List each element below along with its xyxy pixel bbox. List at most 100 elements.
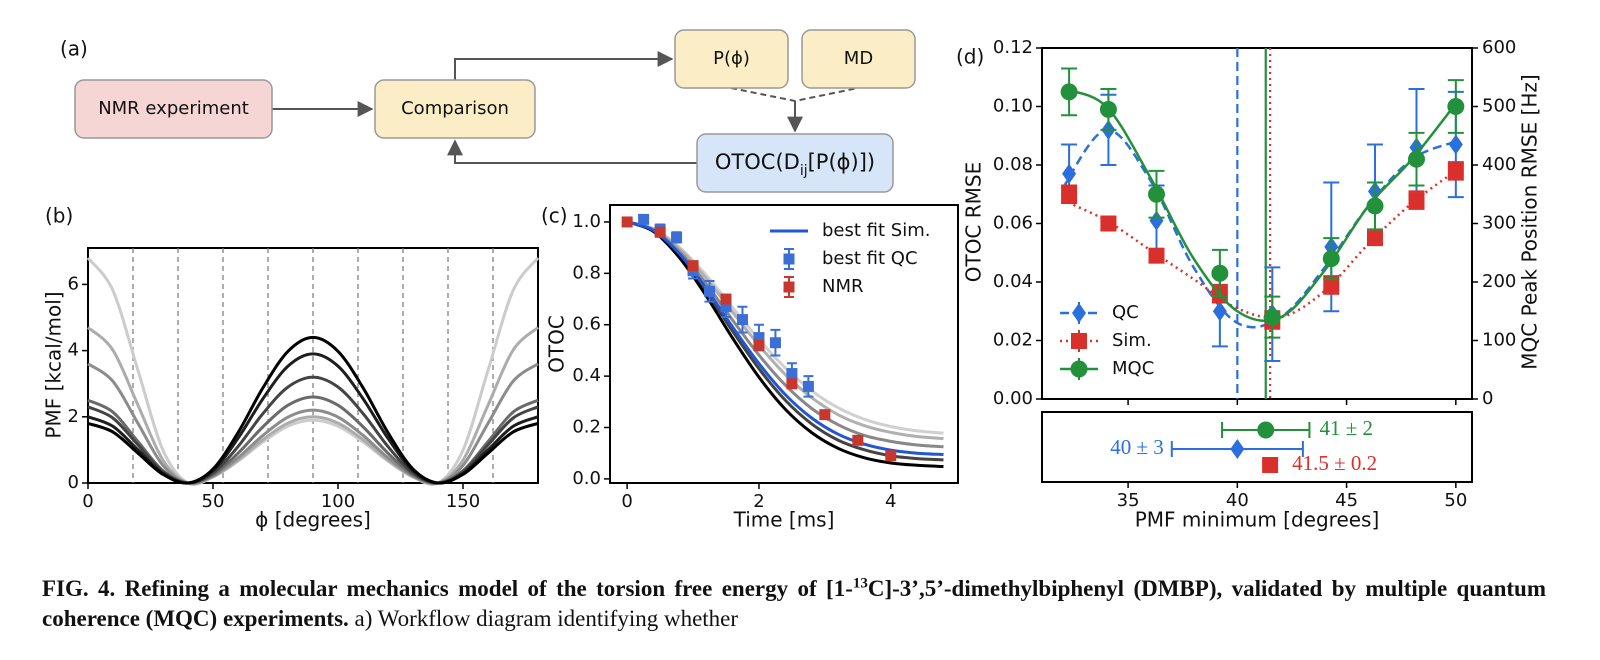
- estimate-label: 41.5 ± 0.2: [1292, 451, 1377, 475]
- x-tick-label: 4: [885, 491, 896, 512]
- y-tick-label: 0.00: [993, 388, 1033, 409]
- y-tick-label: 0.12: [993, 37, 1033, 58]
- data-point: [1099, 100, 1117, 118]
- data-point: [1060, 83, 1078, 101]
- x-tick-label: 0: [82, 491, 93, 512]
- data-point: [753, 339, 765, 351]
- data-point: [1448, 134, 1463, 155]
- node-label: OTOC(Dij[P(ϕ)]): [715, 150, 875, 179]
- node-label-part: [P(ϕ)]): [808, 150, 875, 174]
- pmf-curve: [86, 256, 540, 486]
- data-point: [786, 368, 798, 380]
- data-point: [786, 378, 798, 390]
- data-point: [1322, 250, 1340, 268]
- data-point: [638, 213, 650, 225]
- arrow: [447, 139, 697, 164]
- y-tick-label: 0.04: [993, 271, 1033, 292]
- legend-swatch: [1070, 360, 1088, 378]
- data-point: [753, 332, 765, 344]
- caption-label: FIG. 4.: [42, 576, 116, 601]
- caption-body: a) Workflow diagram identifying whether: [354, 606, 739, 631]
- plot-frame: [1041, 411, 1473, 483]
- y-tick-label: 0.0: [572, 468, 601, 489]
- data-point: [1408, 150, 1426, 168]
- data-point: [1262, 457, 1279, 473]
- x-tick-label: 45: [1335, 490, 1358, 511]
- caption-title: Refining a molecular mechanics model of …: [124, 576, 853, 601]
- diagram-arrows: [272, 51, 859, 164]
- data-point: [1100, 215, 1117, 232]
- data-point: [720, 293, 732, 305]
- y2-axis-label: MQC Peak Position RMSE [Hz]: [1518, 74, 1542, 369]
- data-point: [1149, 210, 1164, 231]
- panel-label: (d): [956, 45, 984, 69]
- otoc-curve: [626, 220, 944, 441]
- data-point: [687, 260, 699, 272]
- panel-label: (c): [541, 204, 568, 228]
- data-point: [802, 380, 814, 392]
- x-tick-label: 0: [621, 491, 632, 512]
- y-axis-label: OTOC: [545, 315, 569, 373]
- fit-curve: [1062, 169, 1457, 320]
- node-label: Comparison: [401, 98, 509, 119]
- data-point: [1323, 276, 1340, 293]
- node-label-part: OTOC(D: [715, 150, 800, 174]
- y2-tick-label: 400: [1482, 154, 1516, 175]
- data-point: [671, 231, 683, 243]
- node-box: [674, 29, 789, 89]
- data-point: [736, 314, 748, 326]
- y-axis-label: PMF [kcal/mol]: [42, 291, 66, 438]
- legend-label: MQC: [1112, 358, 1154, 379]
- y-tick-label: 0.4: [572, 365, 601, 386]
- otoc-curve: [626, 220, 944, 449]
- estimate-label: 40 ± 3: [1110, 435, 1164, 459]
- legend-label: best fit QC: [822, 248, 918, 269]
- legend-swatch: [1072, 303, 1086, 323]
- x-tick-label: 50: [1444, 490, 1467, 511]
- y-tick-label: 6: [68, 273, 79, 294]
- data-point: [654, 226, 666, 238]
- data-point: [1062, 163, 1077, 184]
- legend-label: best fit Sim.: [822, 220, 930, 241]
- data-point: [1230, 439, 1245, 459]
- data-point: [1212, 301, 1227, 322]
- y-tick-label: 0.02: [993, 330, 1033, 351]
- data-point: [1408, 192, 1425, 209]
- y-axis-label: OTOC RMSE: [962, 162, 986, 283]
- figure: (a) NMR experiment Comparison P(ϕ) MD OTOC(D…: [42, 29, 1542, 532]
- data-point: [1147, 185, 1165, 203]
- y2-tick-label: 0: [1482, 388, 1493, 409]
- x-tick-label: 40: [1226, 490, 1249, 511]
- y2-tick-label: 100: [1482, 330, 1516, 351]
- panel-label: (b): [45, 204, 73, 228]
- y-tick-label: 0.2: [572, 417, 601, 438]
- node-box: [801, 29, 916, 89]
- data-point: [769, 337, 781, 349]
- x-tick-label: 100: [321, 491, 355, 512]
- data-point: [1211, 264, 1229, 282]
- y-tick-label: 0.10: [993, 96, 1033, 117]
- y-tick-label: 0.06: [993, 213, 1033, 234]
- caption-title: C]-3’,5’-dimethylbiphenyl (DMBP), valida…: [42, 576, 1547, 631]
- otoc-curve: [626, 220, 944, 469]
- y-tick-label: 0: [68, 472, 79, 493]
- data-point: [1447, 162, 1464, 179]
- x-tick-label: 2: [753, 491, 764, 512]
- fit-curve: [1062, 87, 1457, 323]
- data-point: [885, 450, 897, 462]
- legend-label: NMR: [822, 276, 864, 297]
- y2-tick-label: 200: [1482, 271, 1516, 292]
- plot-frame: [609, 204, 959, 484]
- x-axis-label: PMF minimum [degrees]: [1135, 508, 1380, 532]
- legend-swatch: [783, 281, 795, 293]
- node-label-part: ij: [800, 163, 808, 179]
- panel-label: (a): [60, 37, 88, 61]
- caption: FIG. 4. Refining a molecular mechanics m…: [42, 574, 1546, 634]
- node-box: [74, 79, 273, 139]
- data-point: [621, 216, 633, 228]
- data-point: [1263, 308, 1281, 326]
- y-tick-label: 2: [68, 406, 79, 427]
- data-point: [1366, 230, 1383, 247]
- pmf-curve: [87, 335, 539, 485]
